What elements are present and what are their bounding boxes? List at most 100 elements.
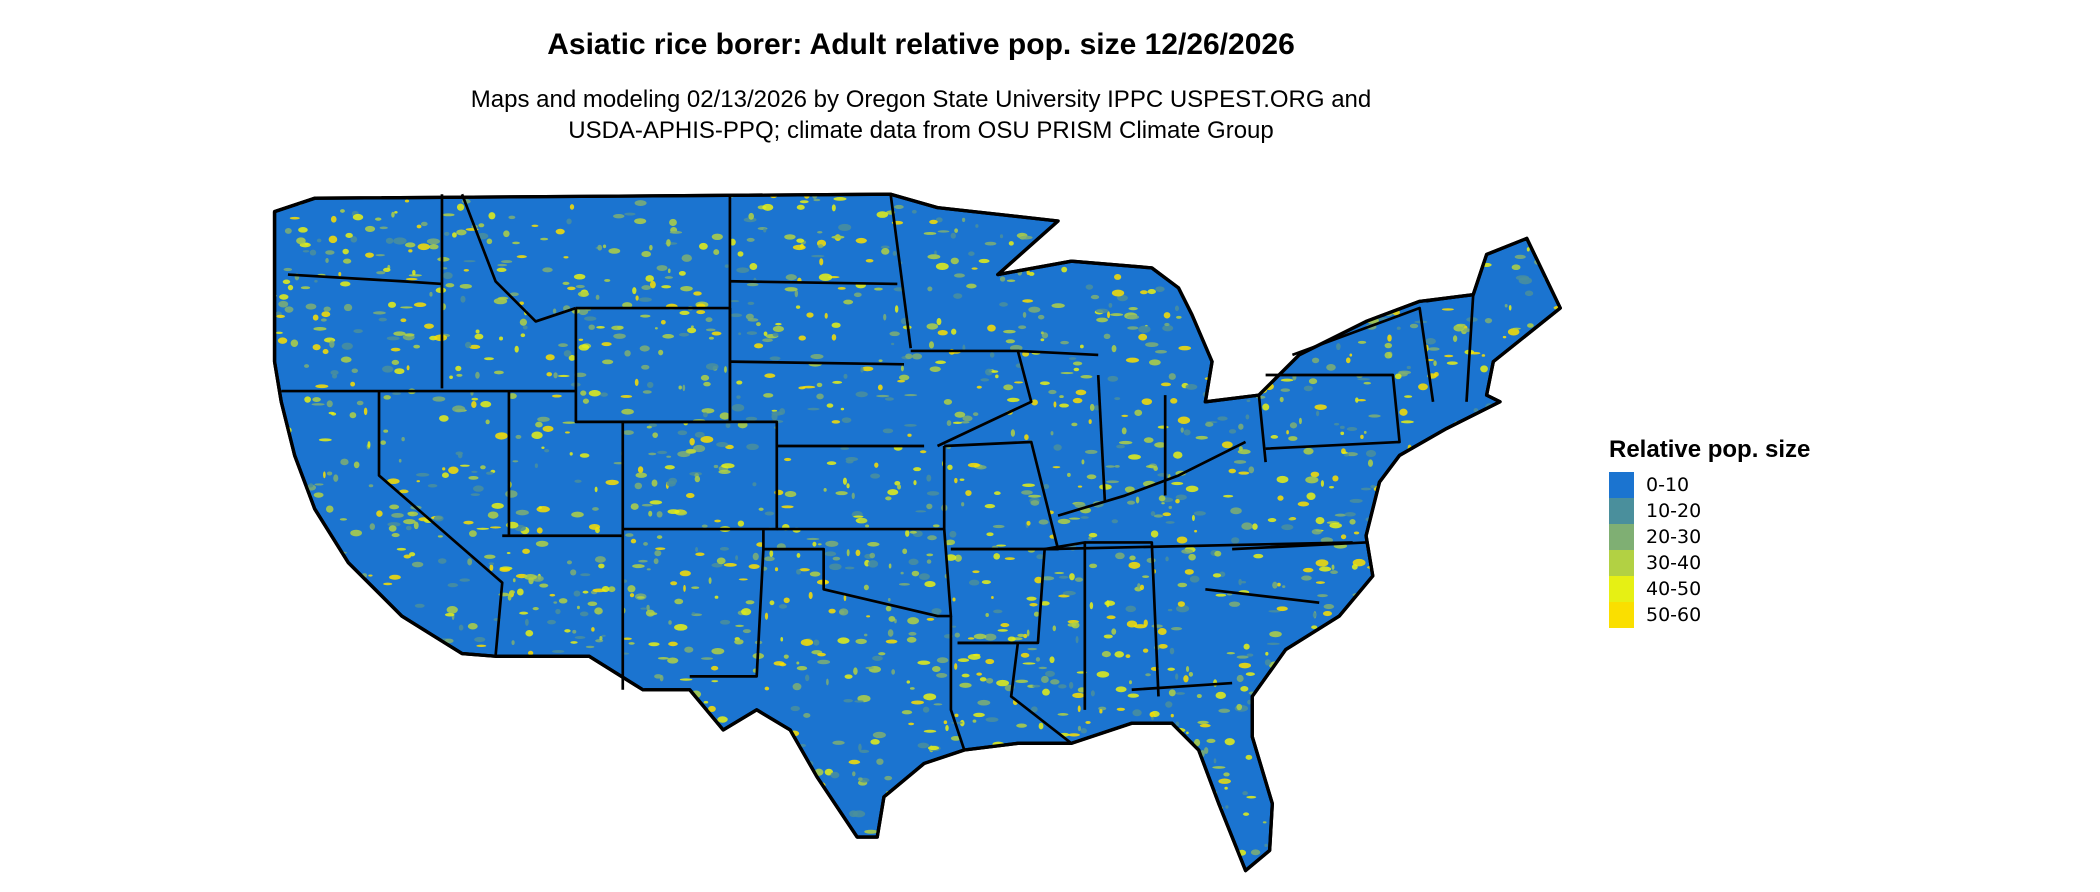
population-speckle bbox=[1077, 485, 1083, 488]
population-speckle bbox=[1196, 694, 1202, 699]
population-speckle bbox=[379, 226, 388, 230]
population-speckle bbox=[1264, 843, 1268, 847]
population-speckle bbox=[1434, 547, 1442, 554]
population-speckle bbox=[1101, 651, 1111, 658]
population-speckle bbox=[1255, 273, 1262, 279]
population-speckle bbox=[929, 219, 938, 225]
population-speckle bbox=[1262, 403, 1270, 411]
population-speckle bbox=[1212, 573, 1222, 578]
population-speckle bbox=[337, 684, 344, 691]
population-speckle bbox=[991, 596, 994, 599]
population-speckle bbox=[1441, 619, 1453, 626]
population-speckle bbox=[1288, 436, 1298, 441]
population-speckle bbox=[1557, 337, 1561, 344]
population-speckle bbox=[318, 641, 331, 646]
population-speckle bbox=[1355, 677, 1366, 681]
population-speckle bbox=[537, 416, 550, 422]
population-speckle bbox=[634, 378, 639, 386]
population-speckle bbox=[304, 364, 310, 368]
population-speckle bbox=[547, 694, 552, 702]
population-speckle bbox=[745, 600, 755, 605]
population-speckle bbox=[1453, 190, 1465, 193]
population-speckle bbox=[748, 564, 760, 569]
population-speckle bbox=[1096, 671, 1110, 678]
population-speckle bbox=[1400, 420, 1414, 424]
population-speckle bbox=[1484, 732, 1494, 739]
population-speckle bbox=[452, 232, 457, 238]
population-speckle bbox=[1454, 689, 1465, 696]
population-speckle bbox=[700, 435, 714, 443]
population-speckle bbox=[965, 490, 972, 496]
population-speckle bbox=[1238, 246, 1245, 251]
population-speckle bbox=[574, 372, 587, 378]
population-speckle bbox=[1167, 608, 1173, 612]
population-speckle bbox=[999, 276, 1006, 282]
population-speckle bbox=[972, 719, 977, 723]
population-speckle bbox=[1168, 505, 1173, 510]
population-speckle bbox=[277, 337, 288, 344]
population-speckle bbox=[620, 729, 631, 737]
population-speckle bbox=[1088, 536, 1092, 540]
population-speckle bbox=[1167, 667, 1175, 671]
population-speckle bbox=[503, 230, 510, 238]
population-speckle bbox=[434, 652, 438, 655]
population-speckle bbox=[1414, 520, 1422, 526]
population-speckle bbox=[1547, 216, 1560, 221]
population-speckle bbox=[1108, 782, 1121, 788]
population-speckle bbox=[404, 333, 415, 337]
population-speckle bbox=[1077, 705, 1081, 713]
population-speckle bbox=[458, 624, 464, 631]
state-border bbox=[1017, 349, 1099, 357]
population-speckle bbox=[1029, 602, 1038, 607]
population-speckle bbox=[1337, 742, 1350, 748]
population-speckle bbox=[1515, 425, 1525, 432]
population-speckle bbox=[1429, 736, 1442, 740]
population-speckle bbox=[950, 841, 958, 845]
population-speckle bbox=[824, 312, 828, 319]
population-speckle bbox=[331, 647, 336, 655]
population-speckle bbox=[1439, 588, 1446, 593]
population-speckle bbox=[927, 254, 941, 260]
population-speckle bbox=[1289, 422, 1298, 429]
population-speckle bbox=[1050, 764, 1060, 772]
population-speckle bbox=[954, 766, 960, 770]
population-speckle bbox=[664, 465, 675, 470]
population-speckle bbox=[926, 559, 932, 564]
population-speckle bbox=[1419, 731, 1423, 736]
population-speckle bbox=[553, 372, 558, 379]
population-speckle bbox=[1406, 365, 1411, 370]
population-speckle bbox=[1160, 777, 1166, 781]
population-speckle bbox=[1255, 375, 1258, 380]
population-speckle bbox=[310, 643, 315, 649]
population-speckle bbox=[1286, 430, 1289, 435]
population-speckle bbox=[1214, 332, 1221, 336]
population-speckle bbox=[985, 677, 994, 684]
population-speckle bbox=[506, 798, 513, 804]
population-speckle bbox=[302, 742, 311, 749]
population-speckle bbox=[649, 244, 653, 251]
population-speckle bbox=[474, 767, 485, 774]
population-speckle bbox=[984, 241, 997, 246]
population-speckle bbox=[954, 780, 962, 785]
population-speckle bbox=[1058, 575, 1069, 579]
population-speckle bbox=[1072, 397, 1083, 404]
population-speckle bbox=[627, 585, 636, 593]
population-speckle bbox=[1312, 812, 1318, 816]
population-speckle bbox=[568, 354, 576, 361]
population-speckle bbox=[584, 316, 597, 321]
population-speckle bbox=[267, 516, 273, 519]
population-speckle bbox=[1541, 416, 1546, 421]
population-speckle bbox=[703, 751, 709, 759]
population-speckle bbox=[505, 490, 518, 498]
legend: Relative pop. size 0-10 10-20 20-30 30-40 40… bbox=[1609, 436, 1810, 628]
population-speckle bbox=[1126, 314, 1140, 320]
population-speckle bbox=[1421, 875, 1432, 878]
population-speckle bbox=[515, 509, 529, 516]
population-speckle bbox=[911, 209, 917, 214]
population-speckle bbox=[1134, 409, 1143, 416]
population-speckle bbox=[265, 821, 271, 824]
population-speckle bbox=[1030, 258, 1035, 266]
population-speckle bbox=[1265, 651, 1269, 656]
population-speckle bbox=[1476, 443, 1482, 449]
population-speckle bbox=[585, 645, 595, 649]
